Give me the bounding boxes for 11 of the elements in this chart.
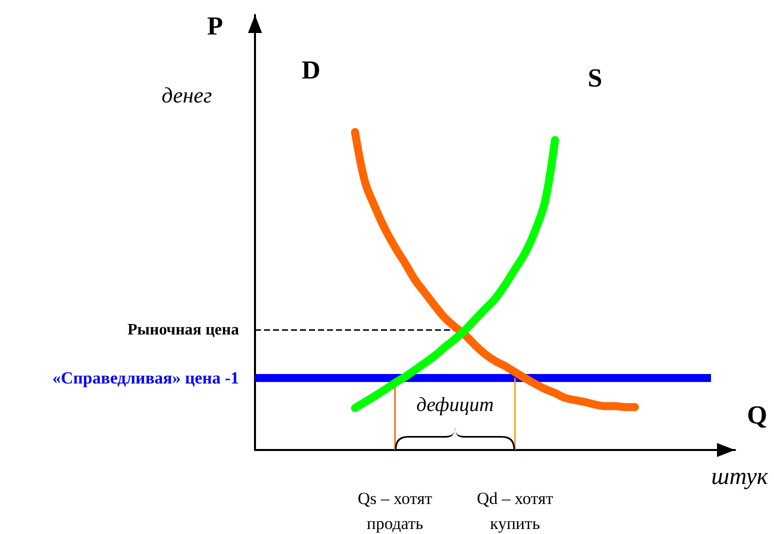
text: S — [588, 63, 602, 92]
ref-line-label: «Справедливая» цена -1 — [52, 368, 239, 388]
x-axis-title: Q — [747, 400, 768, 430]
ref-line-label: Рыночная цена — [127, 322, 239, 339]
text: штук — [711, 464, 769, 490]
x-tick-label: Qs – хотят продать — [358, 489, 433, 533]
x-tick-label: Qd – хотят купить — [476, 489, 554, 533]
text: D — [302, 56, 320, 85]
annotation: дефицит — [416, 394, 494, 416]
y-axis-title: P — [207, 12, 224, 40]
text: денег — [162, 82, 212, 108]
